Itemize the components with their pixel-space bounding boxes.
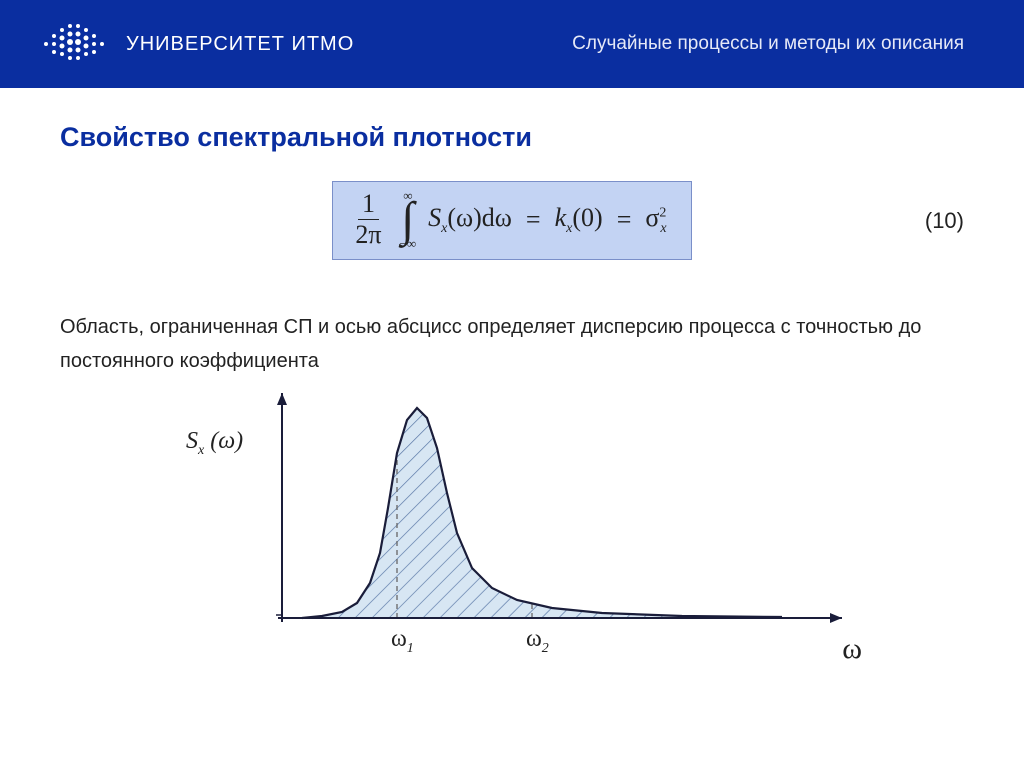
integral: ∞ ∫ −∞: [400, 190, 417, 249]
frac-den: 2π: [351, 220, 385, 248]
formula-box: 1 2π ∞ ∫ −∞ Sx(ω)dω = kx(0) = σ2x: [332, 181, 691, 260]
sigma: σ: [645, 203, 659, 232]
content-area: Свойство спектральной плотности 1 2π ∞ ∫…: [0, 88, 1024, 668]
org-name: УНИВЕРСИТЕТ ИТМО: [126, 33, 354, 56]
equation-number: (10): [925, 208, 964, 234]
body-text: Область, ограниченная СП и осью абсцисс …: [60, 310, 964, 378]
arg: (ω)dω: [447, 203, 512, 232]
logo-block: УНИВЕРСИТЕТ ИТМО: [40, 22, 354, 66]
arg0: (0): [572, 203, 602, 232]
header-bar: УНИВЕРСИТЕТ ИТМО Случайные процессы и ме…: [0, 0, 1024, 88]
sup-2: 2: [659, 205, 666, 220]
chart-area: Sx (ω) ω1 ω2 ω: [152, 388, 872, 668]
formula-row: 1 2π ∞ ∫ −∞ Sx(ω)dω = kx(0) = σ2x (10): [60, 181, 964, 260]
tick1-sub: 1: [407, 641, 414, 656]
fraction: 1 2π: [351, 191, 385, 248]
integrand: Sx(ω)dω: [428, 203, 512, 237]
tick2-sym: ω: [526, 626, 542, 652]
frac-num: 1: [358, 191, 379, 220]
func-k: k: [555, 203, 567, 232]
rhs2: σ2x: [645, 203, 666, 237]
equals-2: =: [617, 205, 632, 235]
tick-omega2: ω2: [526, 626, 549, 657]
func-S: S: [428, 203, 441, 232]
tick-omega1: ω1: [391, 626, 414, 657]
section-title: Свойство спектральной плотности: [60, 122, 964, 153]
sub-x3: x: [660, 221, 666, 236]
tick1-sym: ω: [391, 626, 407, 652]
tick2-sub: 2: [542, 641, 549, 656]
y-axis-label: Sx (ω): [186, 428, 243, 459]
equals-1: =: [526, 205, 541, 235]
rhs1: kx(0): [555, 203, 603, 237]
itmo-logo-icon: [40, 22, 108, 66]
spectral-density-chart: [262, 388, 852, 648]
page-title: Случайные процессы и методы их описания: [572, 33, 984, 55]
integral-icon: ∫: [401, 202, 414, 238]
x-axis-label: ω: [842, 632, 862, 666]
int-lower: −∞: [400, 238, 417, 250]
